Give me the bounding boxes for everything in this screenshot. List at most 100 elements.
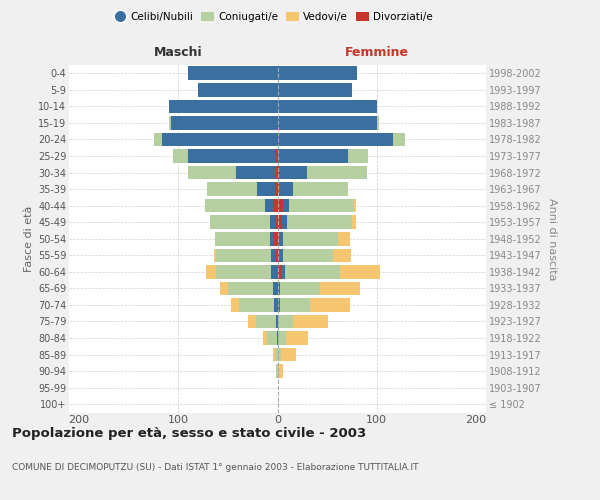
Bar — [277, 332, 286, 345]
Bar — [248, 314, 277, 328]
Bar — [277, 265, 340, 278]
Bar — [277, 166, 280, 179]
Bar — [277, 265, 380, 278]
Bar — [277, 265, 281, 278]
Bar — [277, 116, 379, 130]
Bar — [188, 149, 277, 163]
Text: Popolazione per età, sesso e stato civile - 2003: Popolazione per età, sesso e stato civil… — [12, 428, 366, 440]
Bar — [275, 166, 277, 179]
Bar — [188, 66, 277, 80]
Bar — [173, 149, 277, 163]
Bar — [265, 199, 277, 212]
Bar — [188, 166, 277, 179]
Bar — [171, 116, 277, 130]
Bar — [271, 265, 277, 278]
Text: COMUNE DI DECIMOPUTZU (SU) - Dati ISTAT 1° gennaio 2003 - Elaborazione TUTTITALI: COMUNE DI DECIMOPUTZU (SU) - Dati ISTAT … — [12, 462, 419, 471]
Bar — [207, 182, 277, 196]
Y-axis label: Anni di nascita: Anni di nascita — [547, 198, 557, 280]
Text: Femmine: Femmine — [345, 46, 409, 60]
Bar — [188, 166, 277, 179]
Bar — [277, 132, 392, 146]
Bar — [277, 166, 367, 179]
Bar — [277, 132, 278, 146]
Bar — [239, 298, 277, 312]
Bar — [272, 282, 277, 295]
Bar — [277, 100, 377, 113]
Bar — [228, 282, 277, 295]
Bar — [257, 182, 277, 196]
Bar — [188, 66, 277, 80]
Bar — [198, 83, 277, 96]
Bar — [163, 132, 277, 146]
Bar — [277, 282, 280, 295]
Bar — [277, 298, 280, 312]
Bar — [169, 116, 277, 130]
Bar — [277, 232, 280, 245]
Bar — [274, 298, 277, 312]
Bar — [277, 298, 310, 312]
Bar — [277, 232, 283, 245]
Bar — [277, 116, 379, 130]
Bar — [188, 66, 277, 80]
Bar — [277, 265, 286, 278]
Bar — [277, 282, 360, 295]
Bar — [277, 116, 377, 130]
Bar — [277, 248, 283, 262]
Bar — [277, 314, 328, 328]
Bar — [269, 216, 277, 229]
Bar — [277, 314, 278, 328]
Bar — [277, 66, 357, 80]
Bar — [277, 149, 368, 163]
Bar — [275, 149, 277, 163]
Bar — [277, 248, 351, 262]
Bar — [256, 314, 277, 328]
Bar — [275, 314, 277, 328]
Bar — [277, 83, 352, 96]
Bar — [277, 282, 320, 295]
Bar — [277, 332, 278, 345]
Bar — [277, 182, 280, 196]
Bar — [277, 348, 281, 362]
Bar — [169, 100, 277, 113]
Bar — [277, 199, 354, 212]
Bar — [277, 248, 333, 262]
Bar — [215, 232, 277, 245]
Bar — [277, 100, 377, 113]
Bar — [277, 381, 278, 394]
Bar — [266, 332, 277, 345]
Bar — [198, 83, 277, 96]
Bar — [277, 66, 357, 80]
Bar — [275, 364, 277, 378]
Bar — [269, 232, 277, 245]
Bar — [275, 182, 277, 196]
Bar — [205, 199, 277, 212]
Bar — [277, 83, 352, 96]
Bar — [272, 348, 277, 362]
Bar — [220, 282, 277, 295]
Bar — [154, 132, 277, 146]
Bar — [277, 149, 348, 163]
Bar — [277, 149, 278, 163]
Bar — [277, 149, 368, 163]
Bar — [277, 298, 350, 312]
Bar — [277, 199, 356, 212]
Bar — [277, 216, 283, 229]
Bar — [277, 216, 287, 229]
Bar — [214, 248, 277, 262]
Bar — [277, 216, 356, 229]
Bar — [277, 182, 348, 196]
Bar — [207, 182, 277, 196]
Bar — [275, 348, 277, 362]
Bar — [231, 298, 277, 312]
Bar — [263, 332, 277, 345]
Bar — [277, 132, 404, 146]
Bar — [236, 166, 277, 179]
Bar — [275, 248, 277, 262]
Text: Maschi: Maschi — [154, 46, 203, 60]
Bar — [210, 216, 277, 229]
Bar — [169, 100, 277, 113]
Bar — [277, 232, 350, 245]
Bar — [275, 364, 277, 378]
Bar — [277, 83, 352, 96]
Bar — [173, 149, 277, 163]
